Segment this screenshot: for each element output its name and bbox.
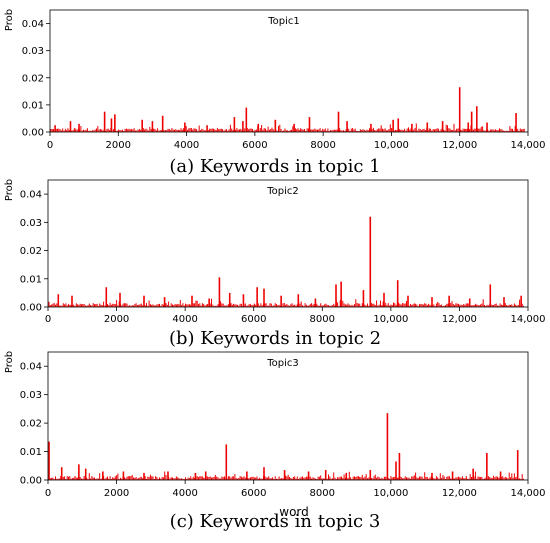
- noise-bars: [50, 123, 525, 132]
- x-tick-label: 10,000: [374, 140, 409, 151]
- y-tick-label: 0.00: [22, 128, 44, 139]
- y-tick-label: 0.03: [22, 46, 44, 57]
- x-tick-label: 0: [45, 488, 51, 499]
- y-tick-label: 0.00: [20, 303, 42, 314]
- x-tick-label: 4000: [172, 488, 197, 499]
- x-tick-label: 12,000: [442, 488, 477, 499]
- y-tick-label: 0.04: [20, 190, 42, 201]
- x-tick-label: 10,000: [373, 488, 408, 499]
- axes-frame: [47, 351, 529, 481]
- figure-caption: (a) Keywords in topic 1: [169, 156, 380, 177]
- x-tick-label: 14,000: [511, 314, 546, 325]
- y-tick-label: 0.03: [20, 218, 42, 229]
- y-axis-label: Prob: [4, 351, 15, 373]
- x-tick-label: 12,000: [442, 314, 477, 325]
- x-tick-label: 0: [47, 140, 53, 151]
- chart-title: Topic2: [266, 186, 299, 197]
- x-tick-label: 4000: [174, 140, 199, 151]
- y-tick-label: 0.01: [20, 274, 42, 285]
- y-tick-label: 0.02: [20, 246, 42, 257]
- x-tick-label: 12,000: [442, 140, 477, 151]
- figure-caption: (b) Keywords in topic 2: [169, 328, 381, 349]
- x-tick-label: 6000: [242, 140, 267, 151]
- axes-frame: [47, 179, 529, 308]
- y-tick-label: 0.02: [20, 419, 42, 430]
- x-tick-label: 2000: [104, 314, 129, 325]
- y-tick-label: 0.04: [20, 362, 42, 373]
- y-tick-label: 0.03: [20, 390, 42, 401]
- chart-title: Topic1: [267, 16, 300, 27]
- chart-panel-1: 0.00 0.01 0.02 0.03 0.04 0 2000 4000 6000 8000 10,…: [4, 9, 546, 177]
- x-tick-label: 6000: [241, 314, 266, 325]
- y-tick-label: 0.02: [22, 73, 44, 84]
- chart-panel-2: 0.00 0.01 0.02 0.03 0.04 0 2000 4000 6000 8000 10,…: [4, 179, 546, 349]
- y-axis-label: Prob: [4, 179, 15, 201]
- x-tick-label: 14,000: [511, 140, 546, 151]
- y-tick-label: 0.01: [20, 447, 42, 458]
- x-tick-label: 8000: [310, 488, 335, 499]
- chart-title: Topic3: [266, 358, 299, 369]
- axes-frame: [49, 9, 529, 133]
- x-tick-label: 8000: [310, 140, 335, 151]
- x-tick-label: 10,000: [373, 314, 408, 325]
- figure-caption: (c) Keywords in topic 3: [170, 511, 381, 532]
- x-axis-label: word: [279, 505, 309, 519]
- y-axis-label: Prob: [4, 9, 15, 31]
- y-tick-label: 0.01: [22, 100, 44, 111]
- x-tick-label: 0: [45, 314, 51, 325]
- x-tick-label: 2000: [106, 140, 131, 151]
- x-tick-label: 2000: [104, 488, 129, 499]
- y-tick-label: 0.04: [22, 19, 44, 30]
- x-tick-label: 4000: [172, 314, 197, 325]
- chart-panel-3: 0.00 0.01 0.02 0.03 0.04 0 2000 4000 6000 8000 10,…: [4, 351, 546, 532]
- x-tick-label: 14,000: [511, 488, 546, 499]
- x-tick-label: 6000: [241, 488, 266, 499]
- x-tick-label: 8000: [310, 314, 335, 325]
- y-tick-label: 0.00: [20, 476, 42, 487]
